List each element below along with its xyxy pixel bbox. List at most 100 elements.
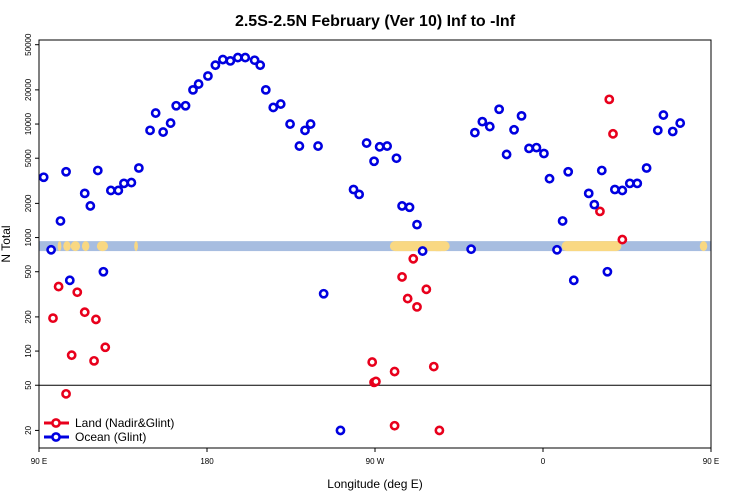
ocean-point [113,185,124,196]
ocean-point [335,425,346,436]
land-patch [81,241,90,252]
ocean-point [412,219,422,230]
ocean-point [313,141,323,151]
ocean-point [361,138,372,148]
land-point [53,281,64,292]
ocean-point [667,126,678,137]
ocean-point [294,141,305,151]
ocean-point [150,108,161,118]
land-patch [57,241,62,252]
ocean-point [596,165,607,176]
land-patch [431,241,450,252]
ocean-point [318,288,329,299]
land-point [61,388,71,399]
ocean-point [417,246,428,256]
land-point [79,307,90,318]
ocean-point [589,199,600,210]
ocean-point [39,172,49,183]
ocean-point [275,99,286,109]
y-tick-label: 5000 [24,149,33,167]
ocean-point [617,185,628,196]
ocean-band [39,241,711,252]
x-axis-label: Longitude (deg E) [327,477,422,491]
land-point [595,206,605,217]
ocean-point [193,79,204,89]
map-band [39,241,750,252]
ocean-point [404,202,415,213]
y-tick-label: 100 [24,344,33,358]
ocean-point [382,141,393,151]
ocean-point [516,110,527,121]
land-point [91,314,101,325]
land-point [727,282,734,289]
x-tick-label: 0 [541,457,546,466]
ocean-point [583,188,594,199]
ocean-point [92,165,103,176]
ocean-point [300,125,310,136]
ocean-point [539,148,549,159]
y-tick-label: 10000 [24,112,33,135]
ocean-point [232,52,243,63]
land-patch [134,241,138,252]
ocean-point [484,121,495,132]
land-patch [699,241,708,252]
legend: Land (Nadir&Glint) Ocean (Glint) [44,416,174,444]
land-patch [96,241,109,252]
ocean-point [126,177,137,188]
land-patch [70,241,81,252]
ocean-point [260,84,271,95]
land-point [389,420,400,431]
ocean-point [64,275,75,286]
land-point [604,94,615,105]
ocean-point [61,166,71,177]
ocean-point [119,178,129,189]
land-point [402,293,413,304]
land-point [744,352,750,359]
y-tick-label: 20 [24,425,33,434]
land-patch [63,241,71,252]
ocean-point [188,84,198,95]
ocean-point [632,178,643,189]
ocean-point [285,119,295,129]
ocean-point [501,149,512,160]
ocean-point [494,104,505,115]
ocean-point [568,275,579,286]
ocean-point [180,100,191,111]
ocean-point [240,52,251,63]
ocean-point [466,244,477,255]
ocean-point [145,125,155,136]
legend-label-ocean: Ocean (Glint) [75,430,146,444]
ocean-point [675,118,686,128]
ocean-point [369,156,379,167]
x-tick-label: 90 E [703,457,719,466]
land-patch [561,241,622,252]
y-axis-label: N Total [0,225,13,262]
ocean-point [203,71,213,81]
land-point [408,253,419,264]
ocean-point [305,119,316,129]
ocean-point [225,55,236,66]
y-tick-label: 20000 [24,78,33,101]
y-tick-label: 50 [24,380,33,389]
land-point [412,301,422,312]
x-tick-label: 180 [200,457,214,466]
ocean-point [268,102,279,113]
ocean-point [509,124,519,135]
ocean-point [374,141,385,152]
land-point [617,234,628,245]
land-point [89,355,99,366]
ocean-point [652,125,663,136]
ocean-point [563,166,574,177]
ocean-point [46,244,57,255]
land-point [389,366,400,377]
ocean-point [552,244,562,255]
land-patch [733,241,750,251]
ocean-point [624,178,635,189]
ocean-point [249,55,260,66]
ocean-point [469,127,480,138]
x-tick-label: 90 E [31,457,47,466]
ocean-point [79,188,90,199]
ocean-point [557,216,568,226]
y-axis: 20 50 100 200 500 1000 2000 5000 10000 20000 50000 [24,33,39,435]
